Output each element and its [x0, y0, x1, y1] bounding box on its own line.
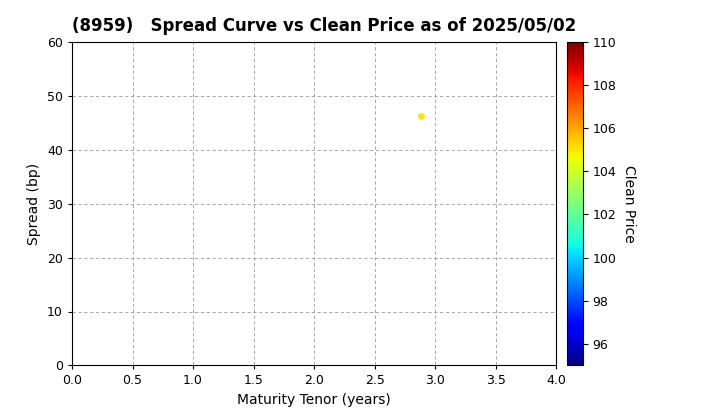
Text: (8959)   Spread Curve vs Clean Price as of 2025/05/02: (8959) Spread Curve vs Clean Price as of…: [72, 17, 576, 35]
Point: [415, 113, 426, 120]
Y-axis label: Clean Price: Clean Price: [622, 165, 636, 243]
Y-axis label: Spread (bp): Spread (bp): [27, 163, 42, 245]
X-axis label: Maturity Tenor (years): Maturity Tenor (years): [237, 393, 391, 407]
